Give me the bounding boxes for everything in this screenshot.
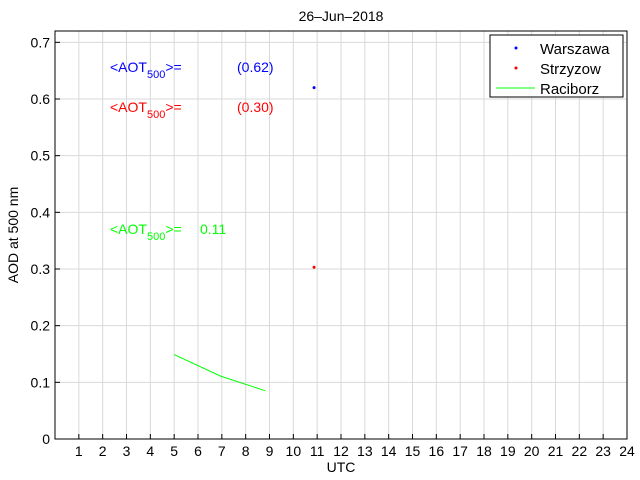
x-tick-label: 4 (146, 443, 154, 459)
x-tick-label: 21 (548, 443, 564, 459)
y-tick-label: 0.7 (31, 34, 51, 50)
y-tick-label: 0.1 (31, 374, 51, 390)
x-tick-label: 24 (619, 443, 635, 459)
aot-annotation: <AOT500>= (110, 221, 182, 243)
x-tick-label: 10 (286, 443, 302, 459)
annotations: <AOT500>= (0.62)<AOT500>= (0.30)<AOT500>= 0… (110, 59, 274, 243)
series (173, 86, 316, 392)
y-tick-label: 0.4 (31, 204, 51, 220)
x-tick-label: 15 (405, 443, 421, 459)
y-tick-label: 0.6 (31, 91, 51, 107)
aot-suffix: >= (165, 99, 181, 115)
y-tick-label: 0.5 (31, 148, 51, 164)
y-tick-label: 0.3 (31, 261, 51, 277)
y-ticks: 0 0.1 0.2 0.3 0.4 0.5 0.6 0.7 (31, 34, 60, 447)
legend-marker-warszawa (514, 46, 518, 50)
x-tick-label: 7 (218, 443, 226, 459)
x-tick-label: 11 (310, 443, 325, 459)
y-tick-label: 0.2 (31, 318, 51, 334)
aot-prefix: <AOT (110, 221, 147, 237)
x-tick-label: 23 (595, 443, 611, 459)
series-line-raciborz (173, 354, 266, 392)
aot-subscript: 500 (147, 231, 165, 243)
x-tick-label: 2 (99, 443, 107, 459)
chart-title: 26–Jun–2018 (299, 8, 384, 24)
x-tick-label: 16 (429, 443, 445, 459)
legend-marker-strzyzow (514, 66, 518, 70)
x-tick-label: 3 (123, 443, 131, 459)
y-tick-label: 0 (42, 431, 50, 447)
x-tick-label: 1 (75, 443, 83, 459)
legend-label: Strzyzow (540, 61, 601, 78)
x-tick-label: 6 (194, 443, 202, 459)
x-tick-label: 13 (357, 443, 373, 459)
legend-box (489, 34, 624, 98)
y-axis-label: AOD at 500 nm (5, 187, 21, 284)
x-axis-label: UTC (327, 459, 356, 475)
legend-label: Warszawa (540, 41, 610, 58)
aot-prefix: <AOT (110, 99, 147, 115)
x-tick-label: 17 (452, 443, 468, 459)
aot-suffix: >= (165, 59, 181, 75)
data-point-strzyzow (312, 265, 316, 269)
x-tick-label: 20 (524, 443, 540, 459)
legend: Warszawa Strzyzow Raciborz (489, 34, 624, 98)
x-tick-label: 18 (476, 443, 492, 459)
legend-label: Raciborz (540, 81, 599, 98)
aot-annotation: <AOT500>= (110, 99, 182, 121)
aot-suffix: >= (165, 221, 181, 237)
x-tick-label: 8 (242, 443, 250, 459)
aot-prefix: <AOT (110, 59, 147, 75)
x-tick-label: 5 (170, 443, 178, 459)
x-tick-label: 22 (572, 443, 588, 459)
aot-value: (0.30) (237, 99, 274, 115)
aot-value: 0.11 (200, 221, 226, 237)
data-point-warszawa (312, 86, 316, 90)
aot-subscript: 500 (147, 109, 165, 121)
aot-annotation: <AOT500>= (110, 59, 182, 81)
x-tick-label: 14 (381, 443, 397, 459)
aot-subscript: 500 (147, 69, 165, 81)
x-tick-label: 9 (266, 443, 274, 459)
aot-value: (0.62) (237, 59, 274, 75)
x-tick-label: 19 (500, 443, 516, 459)
x-tick-label: 12 (333, 443, 349, 459)
x-ticks: 1 2 3 4 5 6 7 8 9 10 11 12 13 14 15 16 17 18 19 20 21 22 23 24 (75, 434, 635, 459)
